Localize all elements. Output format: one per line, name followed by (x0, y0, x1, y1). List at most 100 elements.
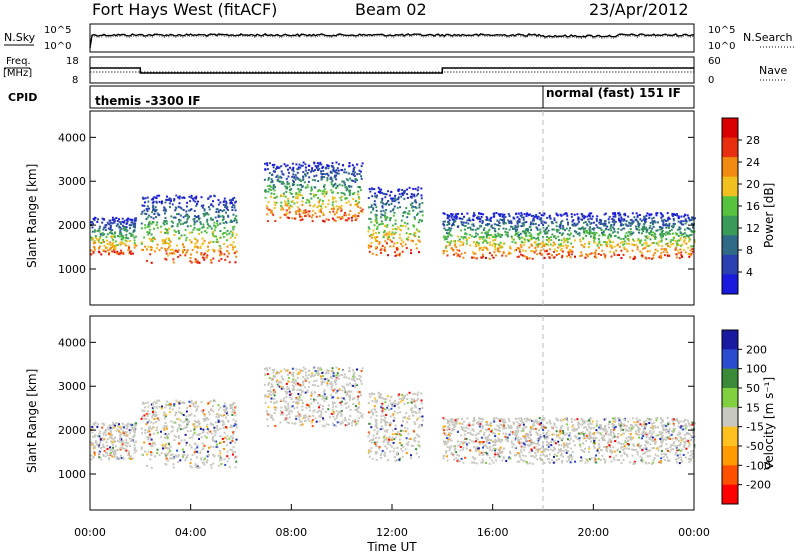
power-echo (302, 178, 305, 181)
power-echo (539, 252, 542, 255)
power-echo (340, 208, 343, 211)
power-echo (514, 249, 516, 252)
power-echo (207, 248, 210, 251)
power-echo (662, 224, 665, 227)
power-echo (678, 226, 681, 229)
power-echo (202, 223, 205, 226)
power-echo (191, 197, 194, 200)
velocity-echo (315, 420, 318, 423)
power-echo (169, 252, 171, 255)
power-echo (121, 236, 124, 239)
power-echo (458, 249, 461, 252)
power-echo (358, 197, 361, 200)
power-echo (610, 235, 612, 238)
power-echo (600, 221, 603, 223)
power-echo (199, 245, 202, 248)
power-echo (333, 170, 336, 173)
power-echo (670, 228, 673, 231)
power-echo (443, 212, 446, 215)
velocity-echo (525, 436, 527, 439)
power-echo (610, 225, 613, 228)
velocity-echo (217, 419, 220, 422)
power-echo (316, 166, 319, 169)
velocity-echo (160, 436, 163, 439)
velocity-echo (216, 425, 219, 427)
velocity-echo (118, 423, 120, 426)
power-echo (407, 236, 410, 239)
velocity-echo (165, 403, 168, 406)
velocity-echo (162, 447, 164, 450)
power-echo (304, 169, 307, 172)
power-echo (332, 208, 335, 210)
power-echo (212, 205, 215, 208)
power-echo (495, 212, 498, 214)
velocity-echo (297, 371, 300, 374)
velocity-echo (170, 420, 173, 423)
velocity-echo (323, 390, 325, 393)
power-echo (463, 236, 466, 239)
power-echo (156, 212, 159, 215)
velocity-echo (392, 419, 395, 422)
power-echo (485, 233, 488, 236)
power-echo (108, 251, 111, 254)
power-echo (443, 235, 446, 238)
velocity-echo (400, 434, 402, 437)
power-echo (420, 197, 423, 200)
power-echo (624, 223, 627, 226)
power-echo (591, 215, 594, 218)
power-echo (152, 204, 155, 207)
velocity-echo (178, 437, 181, 440)
power-echo (629, 256, 632, 259)
power-echo (219, 215, 222, 218)
power-echo (293, 217, 296, 220)
velocity-echo (269, 416, 272, 419)
power-echo (287, 171, 290, 174)
velocity-echo (452, 426, 455, 429)
power-echo (151, 211, 154, 214)
velocity-echo (345, 376, 348, 379)
power-echo (385, 193, 388, 196)
power-echo (153, 196, 156, 199)
power-echo (128, 252, 131, 255)
power-echo (589, 226, 591, 229)
power-echo (196, 261, 199, 264)
power-echo (164, 232, 167, 234)
velocity-echo (221, 420, 224, 422)
power-echo (598, 234, 601, 237)
power-echo (235, 200, 238, 203)
power-echo (379, 191, 382, 194)
power-echo (206, 223, 209, 226)
power-echo (119, 252, 121, 255)
power-echo (122, 224, 124, 227)
power-echo (650, 213, 653, 216)
velocity-echo (285, 392, 288, 395)
power-echo (122, 235, 124, 238)
power-echo (221, 233, 224, 235)
power-echo (452, 249, 455, 252)
power-echo (567, 252, 570, 255)
power-echo (536, 217, 539, 220)
power-echo (296, 168, 299, 171)
power-echo (210, 203, 213, 206)
velocity-echo (215, 413, 218, 416)
velocity-echo (659, 417, 662, 420)
velocity-echo (300, 393, 303, 396)
power-echo (413, 225, 416, 228)
velocity-echo (293, 381, 296, 384)
power-echo (520, 246, 523, 249)
velocity-echo (161, 445, 164, 448)
power-echo (224, 231, 227, 234)
power-echo (208, 241, 211, 244)
power-echo (607, 228, 610, 231)
power-echo (530, 228, 533, 231)
power-echo (378, 223, 381, 226)
power-echo (543, 230, 546, 233)
power-echo (183, 246, 185, 248)
power-echo (374, 220, 377, 223)
velocity-echo (378, 436, 380, 439)
power-echo (345, 197, 348, 200)
velocity-echo (94, 446, 97, 449)
velocity-echo (318, 415, 321, 418)
power-echo (357, 190, 360, 193)
power-echo (454, 220, 457, 223)
